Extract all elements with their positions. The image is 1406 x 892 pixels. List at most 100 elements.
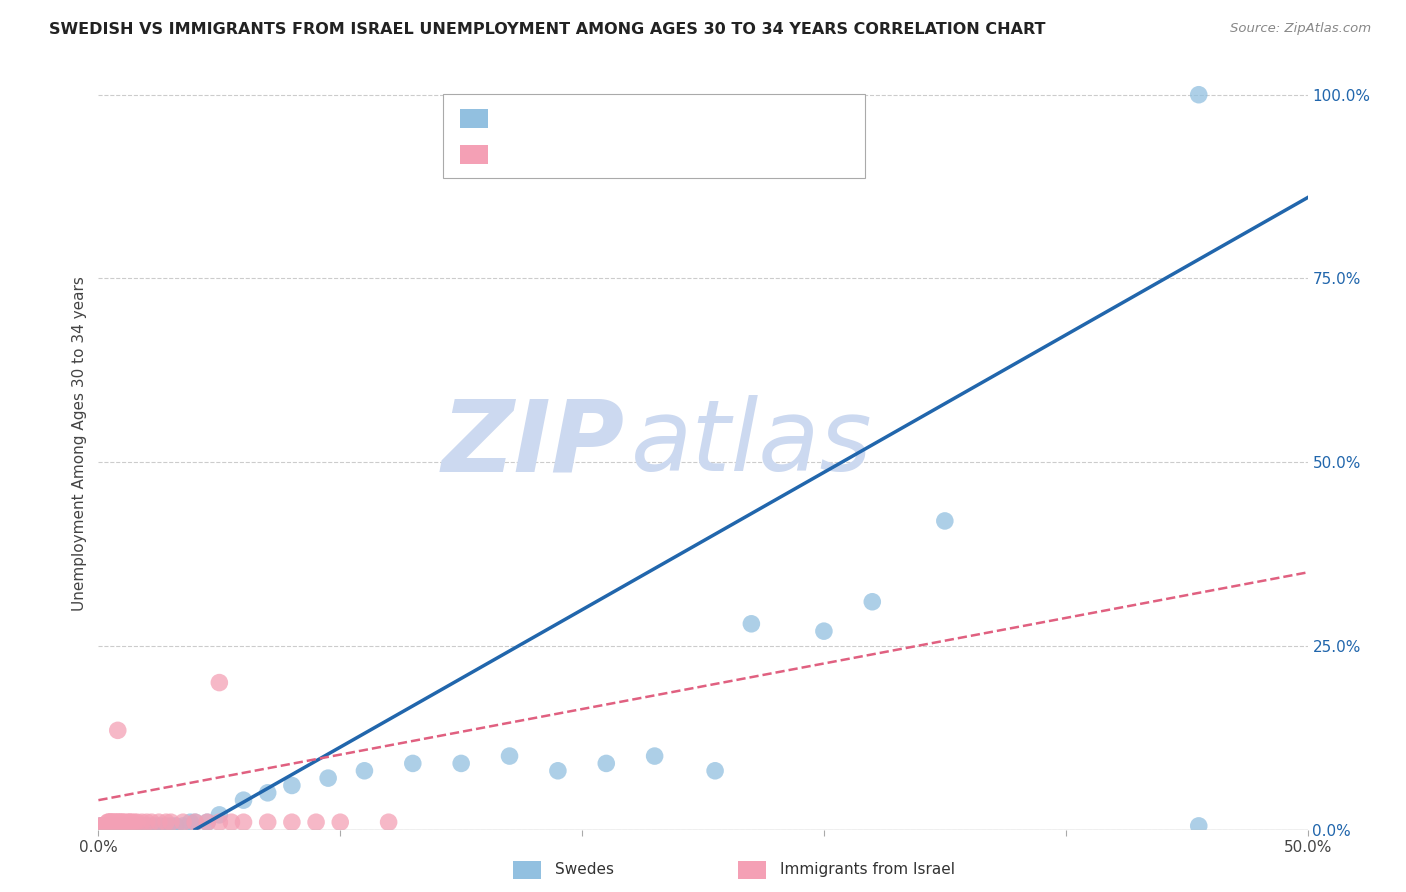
Text: N =: N =	[598, 110, 645, 128]
Text: N =: N =	[598, 145, 645, 163]
Text: 47: 47	[636, 145, 661, 163]
Y-axis label: Unemployment Among Ages 30 to 34 years: Unemployment Among Ages 30 to 34 years	[72, 277, 87, 611]
Point	[150, 819, 173, 833]
Point	[124, 819, 146, 833]
Point	[107, 723, 129, 738]
Point	[329, 815, 352, 830]
Point	[101, 815, 124, 830]
Point	[124, 815, 146, 830]
Text: 50: 50	[636, 110, 661, 128]
Point	[108, 819, 131, 833]
Point	[281, 779, 304, 793]
Point	[97, 819, 120, 833]
Point	[121, 815, 143, 830]
Point	[107, 815, 129, 830]
Point	[91, 819, 114, 833]
Point	[101, 815, 124, 830]
Text: R =: R =	[502, 145, 543, 163]
Point	[179, 815, 201, 830]
Point	[195, 815, 218, 830]
Point	[1188, 819, 1211, 833]
Point	[114, 819, 136, 833]
Point	[704, 764, 727, 778]
Point	[172, 819, 194, 833]
Point	[104, 815, 127, 830]
Point	[145, 819, 167, 833]
Point	[155, 815, 177, 830]
Point	[131, 819, 153, 833]
Point	[160, 815, 183, 830]
Point	[316, 771, 339, 785]
Point	[121, 819, 143, 833]
Point	[813, 624, 835, 639]
Point	[108, 815, 131, 830]
Point	[97, 815, 120, 830]
Point	[135, 815, 157, 830]
Text: SWEDISH VS IMMIGRANTS FROM ISRAEL UNEMPLOYMENT AMONG AGES 30 TO 34 YEARS CORRELA: SWEDISH VS IMMIGRANTS FROM ISRAEL UNEMPL…	[49, 22, 1046, 37]
Point	[131, 815, 153, 830]
Text: R =: R =	[502, 110, 543, 128]
Point	[111, 815, 134, 830]
Point	[128, 819, 150, 833]
Point	[135, 819, 157, 833]
Text: Swedes: Swedes	[555, 863, 614, 877]
Point	[94, 819, 117, 833]
Point	[860, 595, 883, 609]
Point	[94, 819, 117, 833]
Point	[377, 815, 399, 830]
Text: Immigrants from Israel: Immigrants from Israel	[780, 863, 955, 877]
Point	[127, 815, 149, 830]
Point	[127, 819, 149, 833]
Point	[100, 819, 122, 833]
Point	[148, 815, 170, 830]
Point	[118, 815, 141, 830]
Point	[90, 819, 112, 833]
Point	[305, 815, 328, 830]
Text: 0.303: 0.303	[541, 145, 598, 163]
Point	[160, 819, 183, 833]
Point	[155, 819, 177, 833]
Point	[232, 815, 254, 830]
Point	[184, 815, 207, 830]
Point	[90, 819, 112, 833]
Point	[281, 815, 304, 830]
Point	[111, 819, 134, 833]
Point	[195, 815, 218, 830]
Point	[107, 819, 129, 833]
Point	[934, 514, 956, 528]
Point	[118, 819, 141, 833]
Text: 0.671: 0.671	[541, 110, 598, 128]
Point	[740, 616, 762, 631]
Point	[402, 756, 425, 771]
Point	[117, 819, 139, 833]
Point	[111, 815, 134, 830]
Point	[91, 819, 114, 833]
Point	[221, 815, 243, 830]
Point	[256, 786, 278, 800]
Point	[111, 819, 134, 833]
Text: atlas: atlas	[630, 395, 872, 492]
Point	[114, 815, 136, 830]
Point	[450, 756, 472, 771]
Point	[100, 815, 122, 830]
Point	[101, 819, 124, 833]
Point	[107, 815, 129, 830]
Point	[208, 815, 231, 830]
Point	[208, 808, 231, 822]
Point	[97, 815, 120, 830]
Point	[94, 819, 117, 833]
Point	[141, 815, 163, 830]
Point	[90, 819, 112, 833]
Point	[353, 764, 375, 778]
Point	[1188, 87, 1211, 102]
Text: ZIP: ZIP	[441, 395, 624, 492]
Point	[100, 815, 122, 830]
Point	[141, 819, 163, 833]
Point	[498, 749, 520, 764]
Point	[117, 815, 139, 830]
Text: Source: ZipAtlas.com: Source: ZipAtlas.com	[1230, 22, 1371, 36]
Point	[100, 819, 122, 833]
Point	[100, 815, 122, 830]
Point	[118, 815, 141, 830]
Point	[256, 815, 278, 830]
